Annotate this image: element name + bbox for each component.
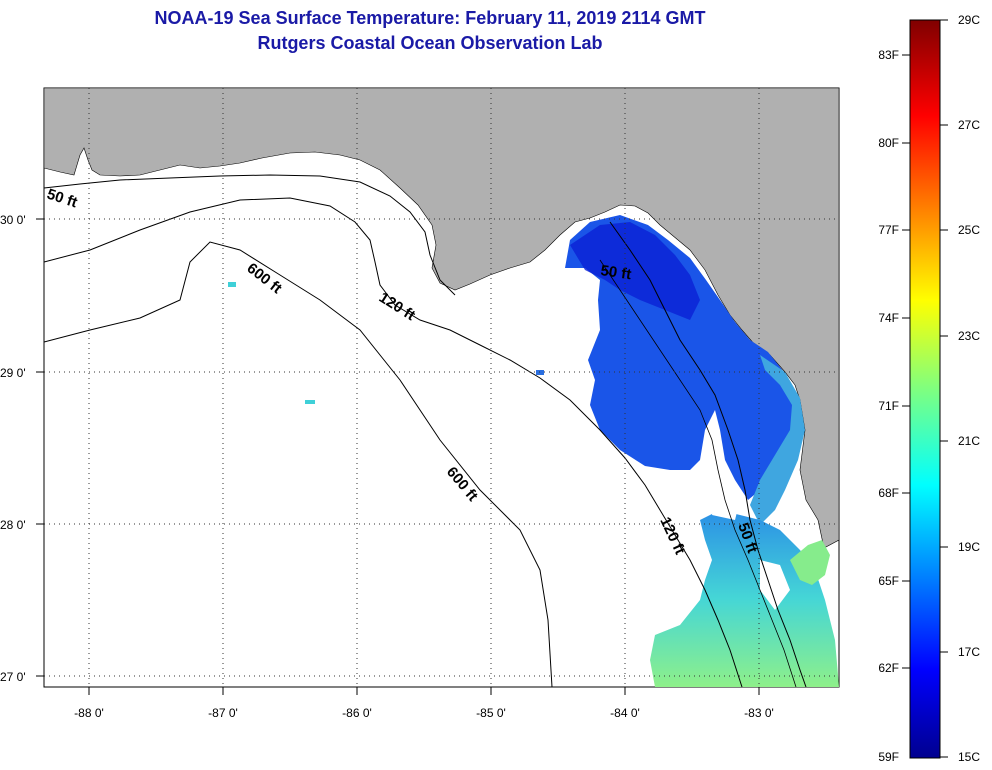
colorbar-f-label: 65F xyxy=(878,574,899,588)
lat-tick-label: 27 0' xyxy=(0,670,26,684)
lat-tick-label: 28 0' xyxy=(0,518,26,532)
colorbar-c-label: 29C xyxy=(958,13,980,27)
contour-120ft-east xyxy=(599,259,797,687)
colorbar-f-label: 62F xyxy=(878,661,899,675)
contour-50ft-west xyxy=(44,174,456,296)
cloud-gap xyxy=(760,560,790,610)
south-water-region xyxy=(650,510,839,687)
colorbar-c-label: 25C xyxy=(958,223,980,237)
lon-tick-label: -83 0' xyxy=(744,706,774,720)
cold-water-core xyxy=(570,222,700,320)
lon-tick-label: -85 0' xyxy=(476,706,506,720)
colorbar-c-label: 27C xyxy=(958,118,980,132)
colorbar-f-label: 68F xyxy=(878,486,899,500)
colorbar-f-label: 74F xyxy=(878,311,899,325)
sst-pixel xyxy=(305,400,315,404)
lon-tick-label: -86 0' xyxy=(342,706,372,720)
lon-tick-label: -88 0' xyxy=(74,706,104,720)
cloud-gap xyxy=(712,470,740,520)
colorbar-c-label: 15C xyxy=(958,750,980,764)
contour-label: 50 ft xyxy=(599,262,632,283)
colorbar-c-label: 19C xyxy=(958,540,980,554)
lat-tick-label: 29 0' xyxy=(0,366,26,380)
colorbar-f-label: 83F xyxy=(878,48,899,62)
lat-tick-label: 30 0' xyxy=(0,213,26,227)
green-coastal-water xyxy=(790,540,830,585)
map-title: NOAA-19 Sea Surface Temperature: Februar… xyxy=(154,8,706,28)
map-subtitle: Rutgers Coastal Ocean Observation Lab xyxy=(257,33,603,53)
lon-tick-label: -84 0' xyxy=(610,706,640,720)
colorbar-f-label: 59F xyxy=(878,750,899,764)
contour-600ft xyxy=(44,241,553,687)
lon-tick-label: -87 0' xyxy=(208,706,238,720)
colorbar-f-label: 71F xyxy=(878,399,899,413)
colorbar xyxy=(909,19,941,759)
sst-pixel xyxy=(228,282,236,287)
contour-50ft-east xyxy=(609,221,807,687)
colorbar-f-label: 80F xyxy=(878,136,899,150)
colorbar-c-label: 17C xyxy=(958,645,980,659)
colorbar-f-label: 77F xyxy=(878,223,899,237)
contour-120ft xyxy=(44,197,743,687)
colorbar-c-label: 21C xyxy=(958,434,980,448)
colorbar-c-label: 23C xyxy=(958,329,980,343)
coastal-warm-strip xyxy=(750,355,805,525)
